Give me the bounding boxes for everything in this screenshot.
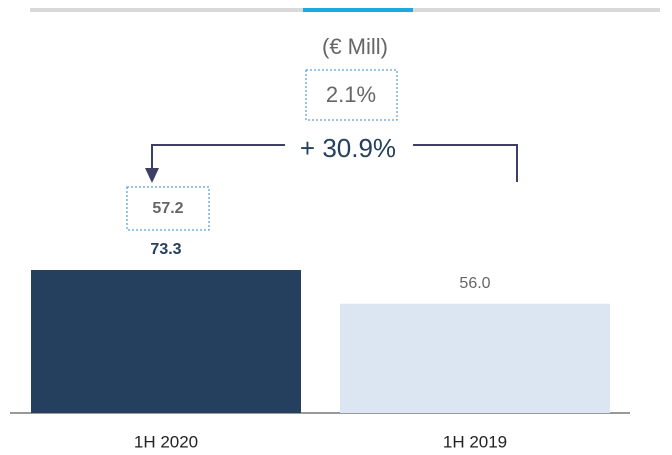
bar bbox=[340, 303, 610, 413]
annotation: 2.1% bbox=[326, 82, 376, 107]
x-tick-label: 1H 2020 bbox=[134, 432, 198, 451]
annotation-box bbox=[126, 186, 210, 231]
annotation: 57.2 bbox=[152, 200, 183, 217]
arrow-line bbox=[151, 144, 285, 170]
annotation-box bbox=[305, 69, 398, 121]
arrow-line bbox=[413, 144, 518, 182]
arrow-head bbox=[145, 168, 159, 183]
value-label: 56.0 bbox=[459, 275, 490, 292]
subtitle: (€ Mill) bbox=[322, 34, 388, 59]
bar bbox=[31, 270, 301, 413]
value-label: 73.3 bbox=[150, 241, 181, 258]
growth-annotation: + 30.9% bbox=[300, 133, 396, 163]
x-tick-label: 1H 2019 bbox=[443, 432, 507, 451]
